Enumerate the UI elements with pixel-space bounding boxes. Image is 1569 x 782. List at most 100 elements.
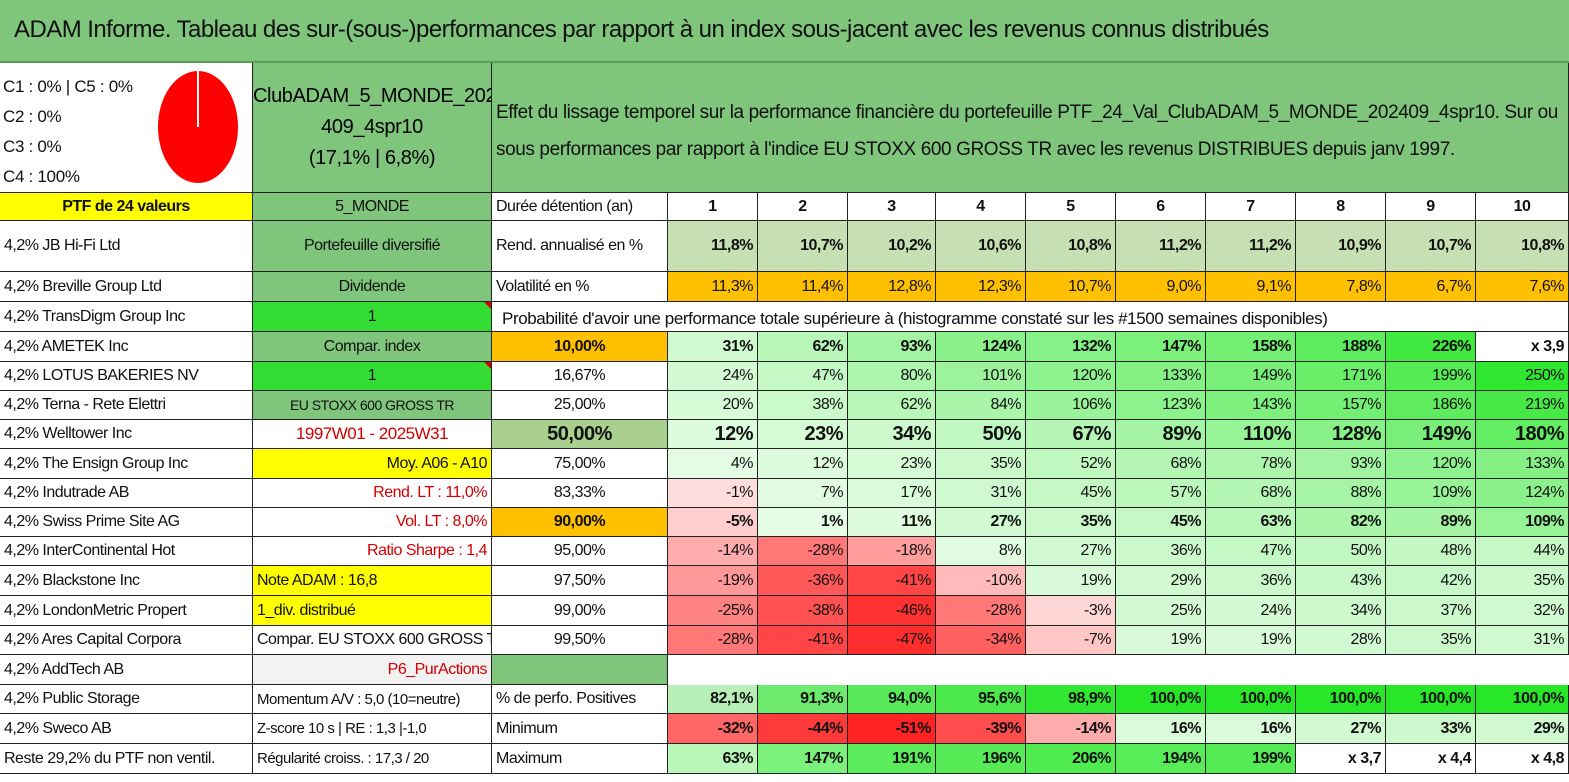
info-regularity: Régularité croiss. : 17,3 / 20 — [253, 744, 492, 774]
quantile-value: 32% — [1476, 596, 1569, 626]
positive-share-label: % de perfo. Positives — [492, 685, 668, 714]
quantile-value: 123% — [1116, 391, 1206, 420]
volatility-value: 10,7% — [1026, 272, 1116, 302]
maximum-value: x 3,7 — [1296, 744, 1386, 774]
mix-block: C1 : 0% | C5 : 0% C2 : 0% C3 : 0% C4 : 1… — [0, 63, 253, 193]
quantile-value: 68% — [1116, 449, 1206, 479]
year-header: 3 — [848, 193, 936, 221]
probability-header-row — [492, 302, 1476, 332]
annual-return-value: 11,2% — [1206, 221, 1296, 272]
quantile-value: 20% — [668, 391, 758, 420]
quantile-value: 45% — [1026, 479, 1116, 508]
quantile-value: 34% — [1296, 596, 1386, 626]
annual-return-value: 10,8% — [1026, 221, 1116, 272]
allocation-pie-chart — [156, 69, 240, 185]
quantile-value: 158% — [1206, 332, 1296, 362]
quantile-value: 35% — [1026, 508, 1116, 537]
minimum-value: -51% — [848, 714, 936, 744]
year-header: 4 — [936, 193, 1026, 221]
spacer-cell — [492, 655, 668, 685]
quantile-value: 19% — [1026, 566, 1116, 596]
quantile-value: 28% — [1296, 626, 1386, 655]
quantile-value: 133% — [1116, 362, 1206, 391]
quantile-value: 106% — [1026, 391, 1116, 420]
quantile-value: 89% — [1116, 420, 1206, 449]
quantile-value: 47% — [758, 362, 848, 391]
volatility-label: Volatilité en % — [492, 272, 668, 302]
annual-return-value: 11,2% — [1116, 221, 1206, 272]
info-dividend-mode: 1_div. distribué — [253, 596, 492, 626]
quantile-value: 23% — [848, 449, 936, 479]
comment-indicator — [484, 362, 491, 369]
maximum-value: 206% — [1026, 744, 1116, 774]
quantile-value: 250% — [1476, 362, 1569, 391]
volatility-value: 6,7% — [1386, 272, 1476, 302]
positive-share-value: 94,0% — [848, 685, 936, 714]
quantile-value: -47% — [848, 626, 936, 655]
quantile-value: -5% — [668, 508, 758, 537]
info-adam-score: Note ADAM : 16,8 — [253, 566, 492, 596]
minimum-value: 27% — [1296, 714, 1386, 744]
mix-c2: C2 : 0% — [3, 107, 62, 126]
quantile-value: -7% — [1026, 626, 1116, 655]
annual-return-value: 10,7% — [758, 221, 848, 272]
portfolio-name-line2: 409_4spr10 — [321, 116, 423, 138]
quantile-value: -41% — [758, 626, 848, 655]
quantile-value: 93% — [848, 332, 936, 362]
info-long-term-volatility: Vol. LT : 8,0% — [253, 508, 492, 537]
mix-c1-c5: C1 : 0% | C5 : 0% — [3, 77, 133, 96]
annual-return-value: 10,8% — [1476, 221, 1569, 272]
quantile-value: -41% — [848, 566, 936, 596]
annual-return-label: Rend. annualisé en % — [492, 221, 668, 272]
annual-return-value: 10,9% — [1296, 221, 1386, 272]
quantile-label: 90,00% — [492, 508, 668, 537]
holding-row: 4,2% Welltower Inc — [0, 420, 253, 449]
volatility-value: 12,3% — [936, 272, 1026, 302]
quantile-value: -3% — [1026, 596, 1116, 626]
quantile-value: 35% — [1476, 566, 1569, 596]
minimum-value: 16% — [1206, 714, 1296, 744]
quantile-value: 35% — [936, 449, 1026, 479]
holding-row: 4,2% Breville Group Ltd — [0, 272, 253, 302]
info-momentum: Momentum A/V : 5,0 (10=neutre) — [253, 685, 492, 714]
quantile-value: 149% — [1206, 362, 1296, 391]
quantile-label: 97,50% — [492, 566, 668, 596]
quantile-value: 24% — [1206, 596, 1296, 626]
effect-description-block: Effet du lissage temporel sur la perform… — [492, 63, 1569, 193]
comment-indicator — [484, 302, 491, 309]
info-long-term-return: Rend. LT : 11,0% — [253, 479, 492, 508]
quantile-value: 42% — [1386, 566, 1476, 596]
quantile-value: 24% — [668, 362, 758, 391]
annual-return-value: 10,6% — [936, 221, 1026, 272]
quantile-value: 101% — [936, 362, 1026, 391]
quantile-value: 133% — [1476, 449, 1569, 479]
quantile-value: 171% — [1296, 362, 1386, 391]
info-index-flag: 1 — [253, 362, 492, 391]
positive-share-value: 98,9% — [1026, 685, 1116, 714]
volatility-value: 11,3% — [668, 272, 758, 302]
quantile-value: 78% — [1206, 449, 1296, 479]
title-bar: ADAM Informe. Tableau des sur-(sous-)per… — [0, 0, 1569, 63]
mix-c3: C3 : 0% — [3, 137, 62, 156]
quantile-value: 23% — [758, 420, 848, 449]
holding-row: 4,2% LOTUS BAKERIES NV — [0, 362, 253, 391]
quantile-value: 62% — [758, 332, 848, 362]
annual-return-value: 10,2% — [848, 221, 936, 272]
holding-row: 4,2% Terna - Rete Elettri — [0, 391, 253, 420]
holding-row: 4,2% The Ensign Group Inc — [0, 449, 253, 479]
positive-share-value: 100,0% — [1116, 685, 1206, 714]
quantile-value: 31% — [1476, 626, 1569, 655]
duration-label: Durée détention (an) — [492, 193, 668, 221]
positive-share-value: 100,0% — [1386, 685, 1476, 714]
positive-share-value: 82,1% — [668, 685, 758, 714]
quantile-value: 47% — [1206, 537, 1296, 566]
quantile-value: -46% — [848, 596, 936, 626]
quantile-value: 11% — [848, 508, 936, 537]
minimum-value: -39% — [936, 714, 1026, 744]
minimum-value: 16% — [1116, 714, 1206, 744]
info-index-name: EU STOXX 600 GROSS TR — [253, 391, 492, 420]
info-diversification: Portefeuille diversifié — [253, 221, 492, 272]
holding-row: 4,2% Swiss Prime Site AG — [0, 508, 253, 537]
quantile-value: 128% — [1296, 420, 1386, 449]
annual-return-value: 11,8% — [668, 221, 758, 272]
